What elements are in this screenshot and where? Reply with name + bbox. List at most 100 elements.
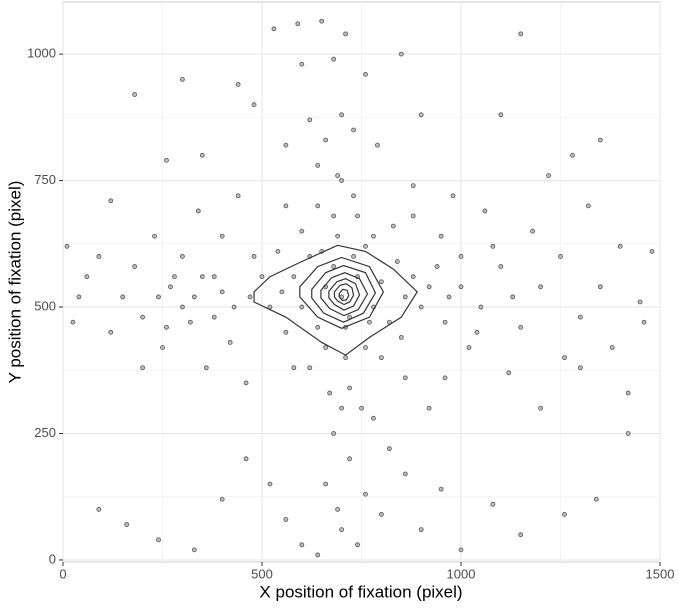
point xyxy=(315,324,321,330)
point xyxy=(375,142,380,148)
x-tick-label: 500 xyxy=(251,566,273,581)
contour-line xyxy=(338,288,350,302)
point xyxy=(438,486,444,492)
point xyxy=(410,183,416,189)
point xyxy=(438,233,444,239)
point xyxy=(474,329,480,335)
point xyxy=(410,213,416,219)
point xyxy=(518,532,524,538)
point xyxy=(490,501,496,507)
point xyxy=(164,324,169,330)
point xyxy=(347,456,352,462)
point xyxy=(76,294,82,300)
point xyxy=(140,314,146,320)
point xyxy=(585,203,591,209)
point xyxy=(510,294,516,300)
point xyxy=(299,304,305,310)
point xyxy=(351,127,356,133)
point xyxy=(132,92,138,97)
point xyxy=(187,319,193,325)
point xyxy=(299,228,305,234)
point xyxy=(120,294,126,300)
point xyxy=(343,31,348,37)
point xyxy=(327,390,333,396)
point xyxy=(597,284,603,290)
point xyxy=(211,314,217,320)
point xyxy=(96,506,102,512)
point xyxy=(426,405,432,411)
point xyxy=(351,254,356,259)
point xyxy=(219,289,225,295)
point xyxy=(578,314,583,320)
point xyxy=(211,274,217,280)
point xyxy=(203,365,209,371)
point xyxy=(398,51,404,57)
point xyxy=(132,264,138,269)
point xyxy=(108,329,114,335)
point xyxy=(578,365,583,371)
y-tick-label: 1000 xyxy=(27,46,56,61)
point xyxy=(227,340,233,345)
point xyxy=(386,446,392,452)
point xyxy=(351,193,356,199)
point xyxy=(363,243,368,249)
point xyxy=(291,365,297,371)
point xyxy=(70,319,76,325)
point xyxy=(179,304,185,310)
point xyxy=(562,512,567,517)
x-tick-label: 1000 xyxy=(447,566,476,581)
point xyxy=(402,375,408,381)
point xyxy=(498,112,504,118)
point xyxy=(335,173,341,178)
point xyxy=(363,491,368,497)
point xyxy=(243,380,249,386)
point xyxy=(191,294,197,300)
point xyxy=(498,264,504,269)
point xyxy=(558,254,563,259)
point xyxy=(418,304,424,310)
point xyxy=(64,243,70,249)
point xyxy=(156,537,161,543)
point xyxy=(570,152,575,158)
point xyxy=(219,233,225,239)
point xyxy=(156,294,161,300)
point xyxy=(562,355,567,361)
point xyxy=(283,203,289,209)
point xyxy=(442,375,448,381)
point xyxy=(546,173,551,178)
point xyxy=(637,299,643,305)
point xyxy=(458,254,464,259)
point xyxy=(335,233,341,239)
contour-line xyxy=(299,256,385,329)
contour-line xyxy=(311,264,377,323)
point xyxy=(466,345,472,350)
y-tick-label: 500 xyxy=(34,298,56,313)
point xyxy=(299,61,305,67)
point xyxy=(140,365,146,371)
point xyxy=(235,193,241,199)
point xyxy=(355,542,360,548)
point xyxy=(478,304,484,310)
point xyxy=(331,431,337,436)
point xyxy=(359,405,364,411)
point xyxy=(625,431,631,436)
point xyxy=(378,512,384,517)
point xyxy=(434,264,440,269)
y-tick-label: 750 xyxy=(34,172,56,187)
point xyxy=(168,284,173,290)
point xyxy=(418,112,424,118)
point xyxy=(259,274,265,280)
point xyxy=(410,274,416,280)
point xyxy=(108,198,114,204)
point xyxy=(418,527,424,533)
point xyxy=(402,294,408,300)
point xyxy=(251,102,257,108)
contour-line xyxy=(333,283,355,306)
point xyxy=(191,547,197,553)
point xyxy=(597,137,603,143)
grid xyxy=(59,2,661,566)
point xyxy=(339,527,345,533)
point xyxy=(518,31,524,37)
point xyxy=(426,284,432,290)
point xyxy=(450,193,456,199)
